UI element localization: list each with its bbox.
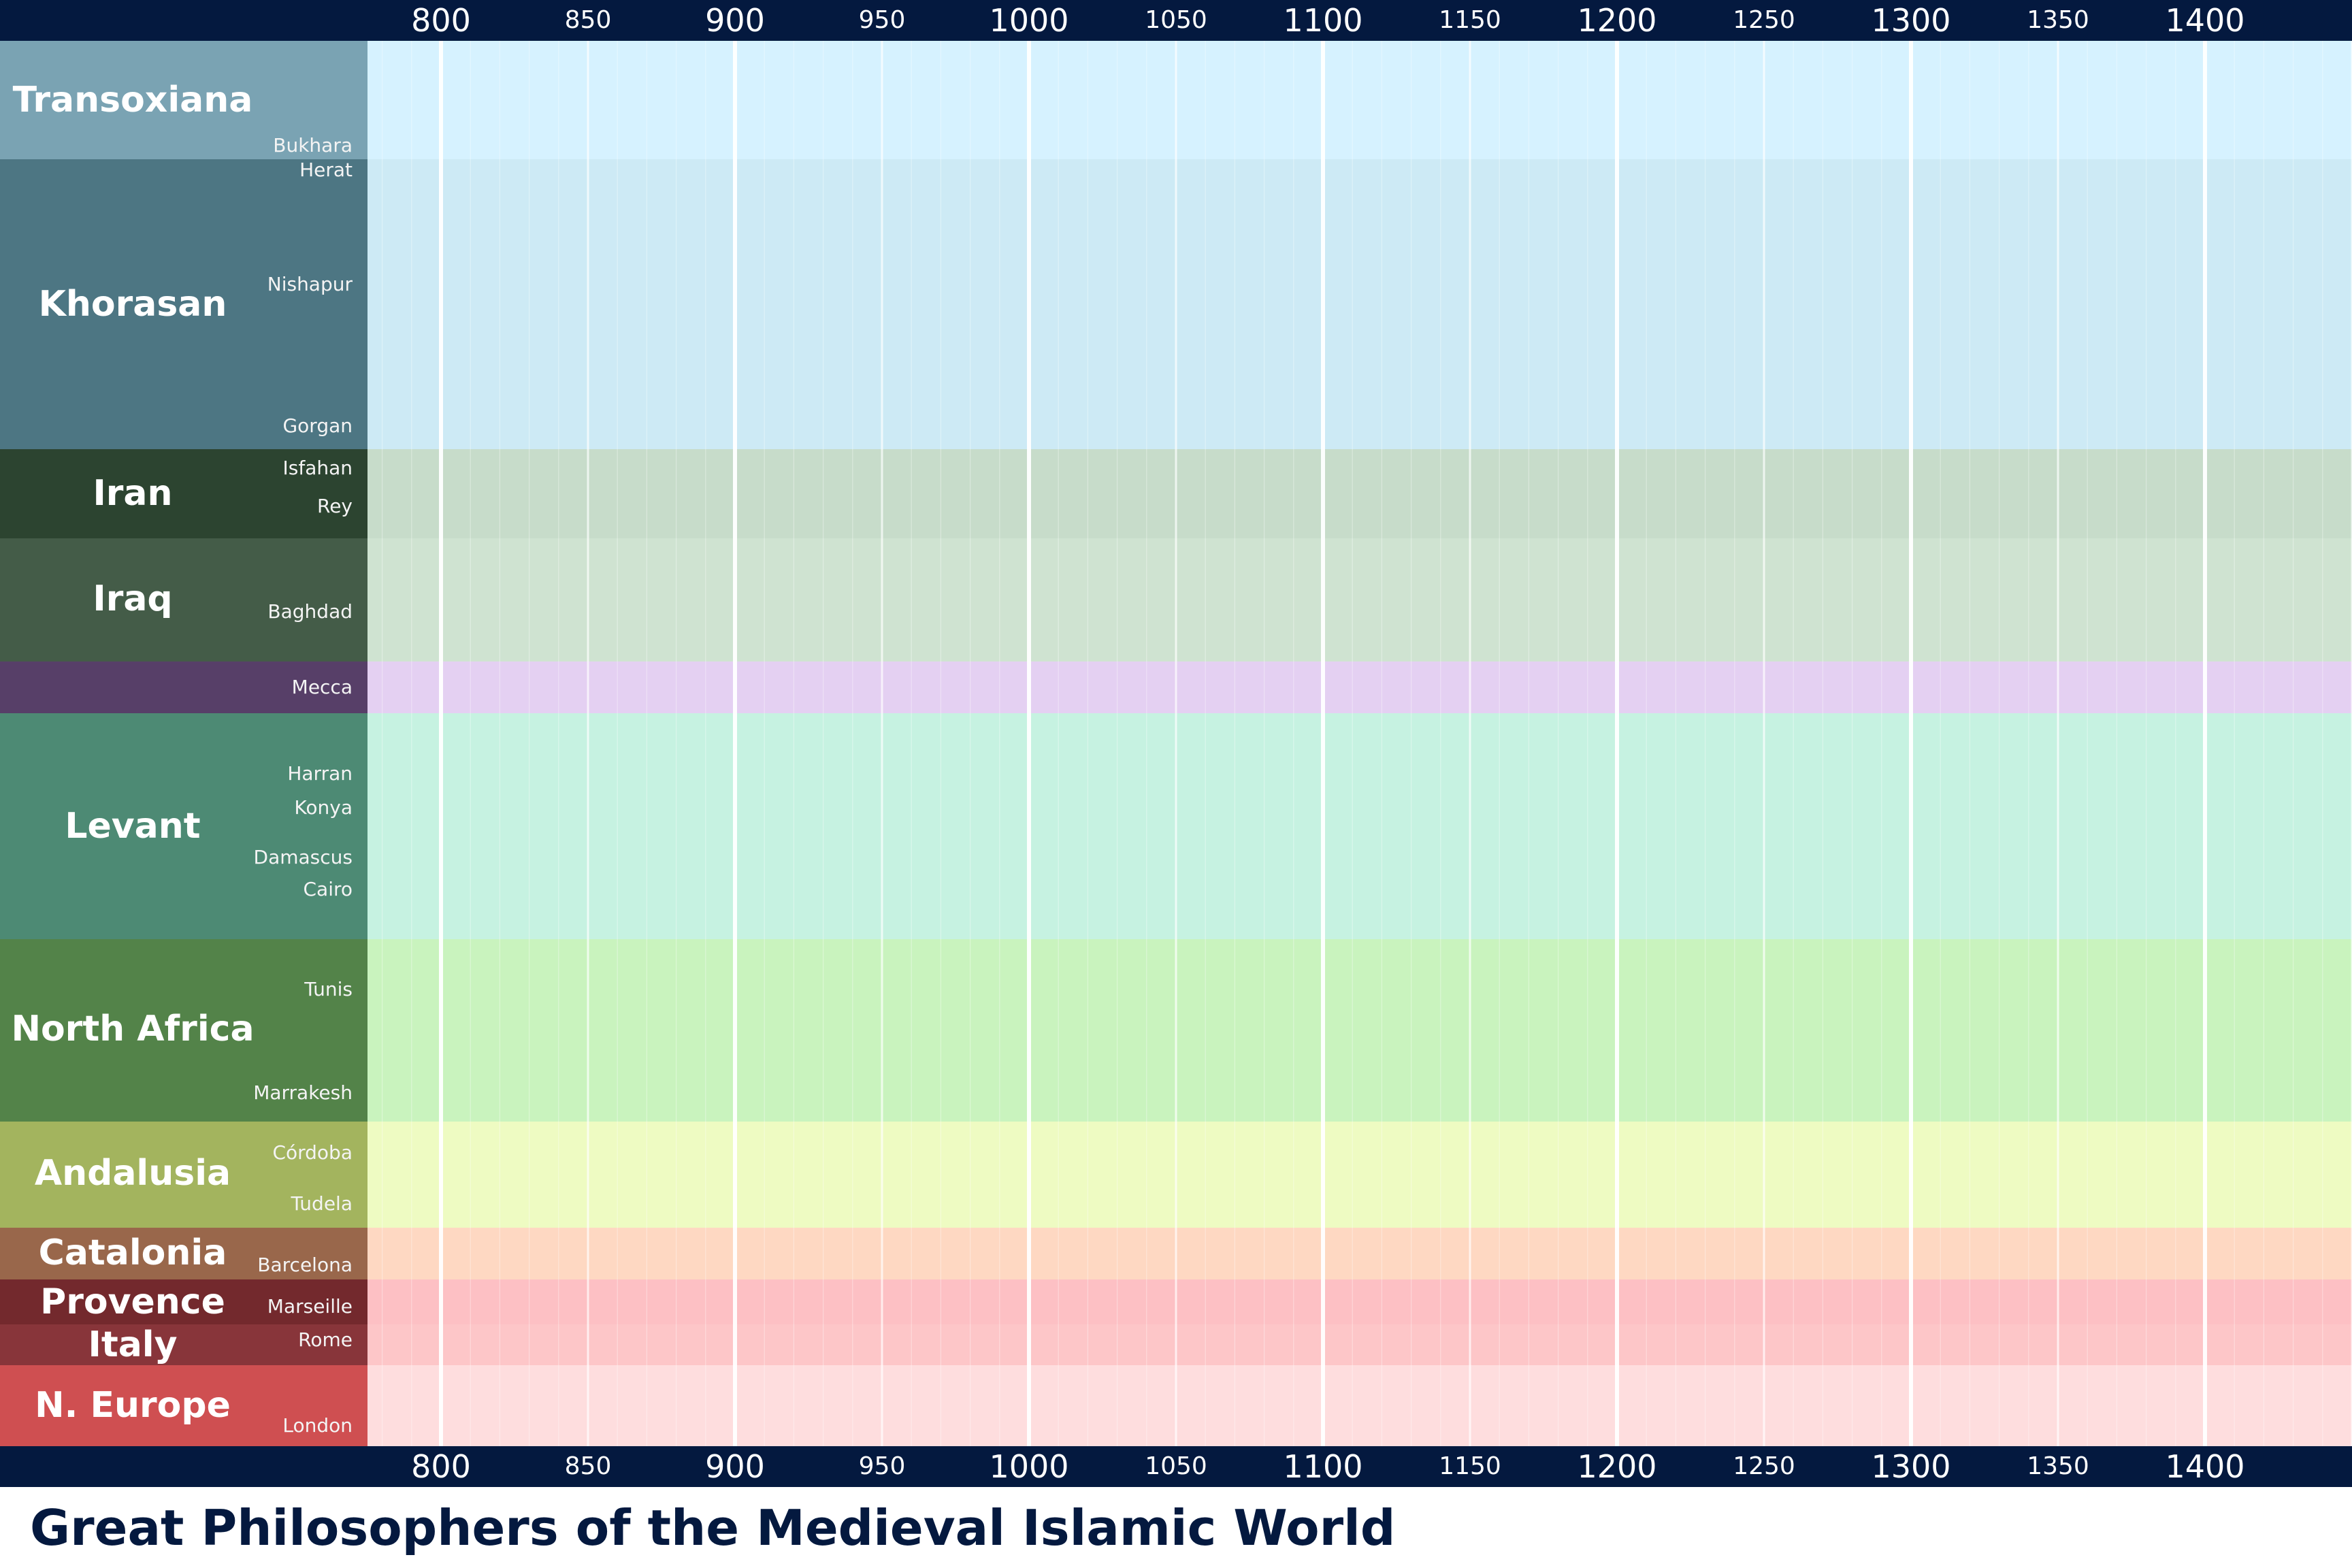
city-label: Damascus — [253, 846, 353, 868]
tick-label-850: 850 — [564, 6, 612, 34]
city-label: London — [282, 1414, 353, 1437]
region-name: N. Europe — [35, 1385, 231, 1426]
tick-label-950: 950 — [858, 6, 906, 34]
band-catalonia — [368, 1228, 2352, 1279]
region-andalusia: Andalusia Córdoba Tudela — [0, 1122, 368, 1228]
region-sidebar: Transoxiana Bukhara Khorasan Herat Nishapur G… — [0, 41, 368, 1446]
band-andalusia — [368, 1122, 2352, 1228]
region-name: Iraq — [93, 578, 173, 619]
city-label: Harran — [287, 762, 353, 785]
region-provence: Provence Marseille — [0, 1279, 368, 1324]
city-label: Tunis — [304, 978, 353, 1000]
region-name: Levant — [65, 806, 201, 847]
region-mecca: Mecca — [0, 662, 368, 713]
band-iran — [368, 449, 2352, 538]
city-label: Mecca — [291, 676, 353, 698]
tick-label-1200: 1200 — [1577, 1448, 1657, 1485]
city-label: Konya — [294, 796, 353, 819]
tick-label-1050: 1050 — [1145, 6, 1207, 34]
tick-label-1150: 1150 — [1439, 1452, 1501, 1480]
tick-label-1350: 1350 — [2027, 6, 2089, 34]
region-italy: Italy Rome — [0, 1324, 368, 1365]
region-name: Provence — [40, 1281, 225, 1322]
band-transoxiana — [368, 41, 2352, 159]
region-khorasan: Khorasan Herat Nishapur Gorgan — [0, 159, 368, 449]
region-iran: Iran Isfahan Rey — [0, 449, 368, 538]
tick-label-1250: 1250 — [1733, 1452, 1795, 1480]
band-iraq — [368, 538, 2352, 662]
region-name: Andalusia — [34, 1153, 231, 1194]
tick-label-1050: 1050 — [1145, 1452, 1207, 1480]
region-catalonia: Catalonia Barcelona — [0, 1228, 368, 1279]
band-mecca — [368, 662, 2352, 713]
city-label: Tudela — [291, 1192, 353, 1215]
tick-label-1000: 1000 — [989, 2, 1069, 39]
tick-label-1400: 1400 — [2165, 2, 2245, 39]
region-levant: Levant Harran Konya Damascus Cairo — [0, 713, 368, 939]
tick-label-950: 950 — [858, 1452, 906, 1480]
year-axis-bottom: 800 850 900 950 1000 1050 1100 1150 1200 1250 1300… — [0, 1446, 2352, 1487]
city-label: Rome — [298, 1328, 353, 1351]
city-label: Herat — [299, 159, 353, 181]
tick-label-1000: 1000 — [989, 1448, 1069, 1485]
tick-label-1350: 1350 — [2027, 1452, 2089, 1480]
tick-label-900: 900 — [705, 1448, 765, 1485]
tick-label-800: 800 — [411, 1448, 471, 1485]
band-north-africa — [368, 939, 2352, 1122]
tick-label-1300: 1300 — [1871, 2, 1951, 39]
city-label: Marrakesh — [253, 1081, 353, 1104]
tick-label-1400: 1400 — [2165, 1448, 2245, 1485]
region-name: Italy — [88, 1324, 178, 1365]
tick-label-1200: 1200 — [1577, 2, 1657, 39]
tick-label-1150: 1150 — [1439, 6, 1501, 34]
region-north-africa: North Africa Tunis Marrakesh — [0, 939, 368, 1122]
city-label: Baghdad — [267, 600, 353, 623]
region-name: Transoxiana — [12, 80, 253, 120]
region-name: North Africa — [11, 1009, 255, 1049]
tick-label-1300: 1300 — [1871, 1448, 1951, 1485]
region-name: Catalonia — [38, 1232, 227, 1273]
band-levant — [368, 713, 2352, 939]
band-khorasan — [368, 159, 2352, 449]
tick-label-1100: 1100 — [1283, 2, 1363, 39]
region-transoxiana: Transoxiana Bukhara — [0, 41, 368, 159]
region-iraq: Iraq Baghdad — [0, 538, 368, 662]
band-italy — [368, 1324, 2352, 1365]
region-n-europe: N. Europe London — [0, 1365, 368, 1446]
band-provence — [368, 1279, 2352, 1324]
city-label: Rey — [317, 495, 353, 517]
tick-label-900: 900 — [705, 2, 765, 39]
tick-label-800: 800 — [411, 2, 471, 39]
city-label: Gorgan — [282, 414, 353, 437]
tick-label-1100: 1100 — [1283, 1448, 1363, 1485]
page-title: Great Philosophers of the Medieval Islam… — [30, 1499, 1396, 1556]
city-label: Barcelona — [257, 1254, 353, 1276]
timeline-area — [368, 41, 2352, 1446]
tick-label-1250: 1250 — [1733, 6, 1795, 34]
city-label: Isfahan — [282, 457, 353, 479]
region-name: Iran — [93, 473, 173, 514]
city-label: Nishapur — [267, 273, 353, 295]
city-label: Cairo — [303, 878, 353, 900]
city-label: Bukhara — [273, 134, 353, 157]
city-label: Marseille — [267, 1295, 353, 1318]
year-axis-top: 800 850 900 950 1000 1050 1100 1150 1200 1250 1300… — [0, 0, 2352, 41]
city-label: Córdoba — [272, 1141, 353, 1164]
tick-label-850: 850 — [564, 1452, 612, 1480]
region-name: Khorasan — [38, 284, 227, 325]
year-gridlines — [382, 41, 2352, 1446]
band-n-europe — [368, 1365, 2352, 1446]
